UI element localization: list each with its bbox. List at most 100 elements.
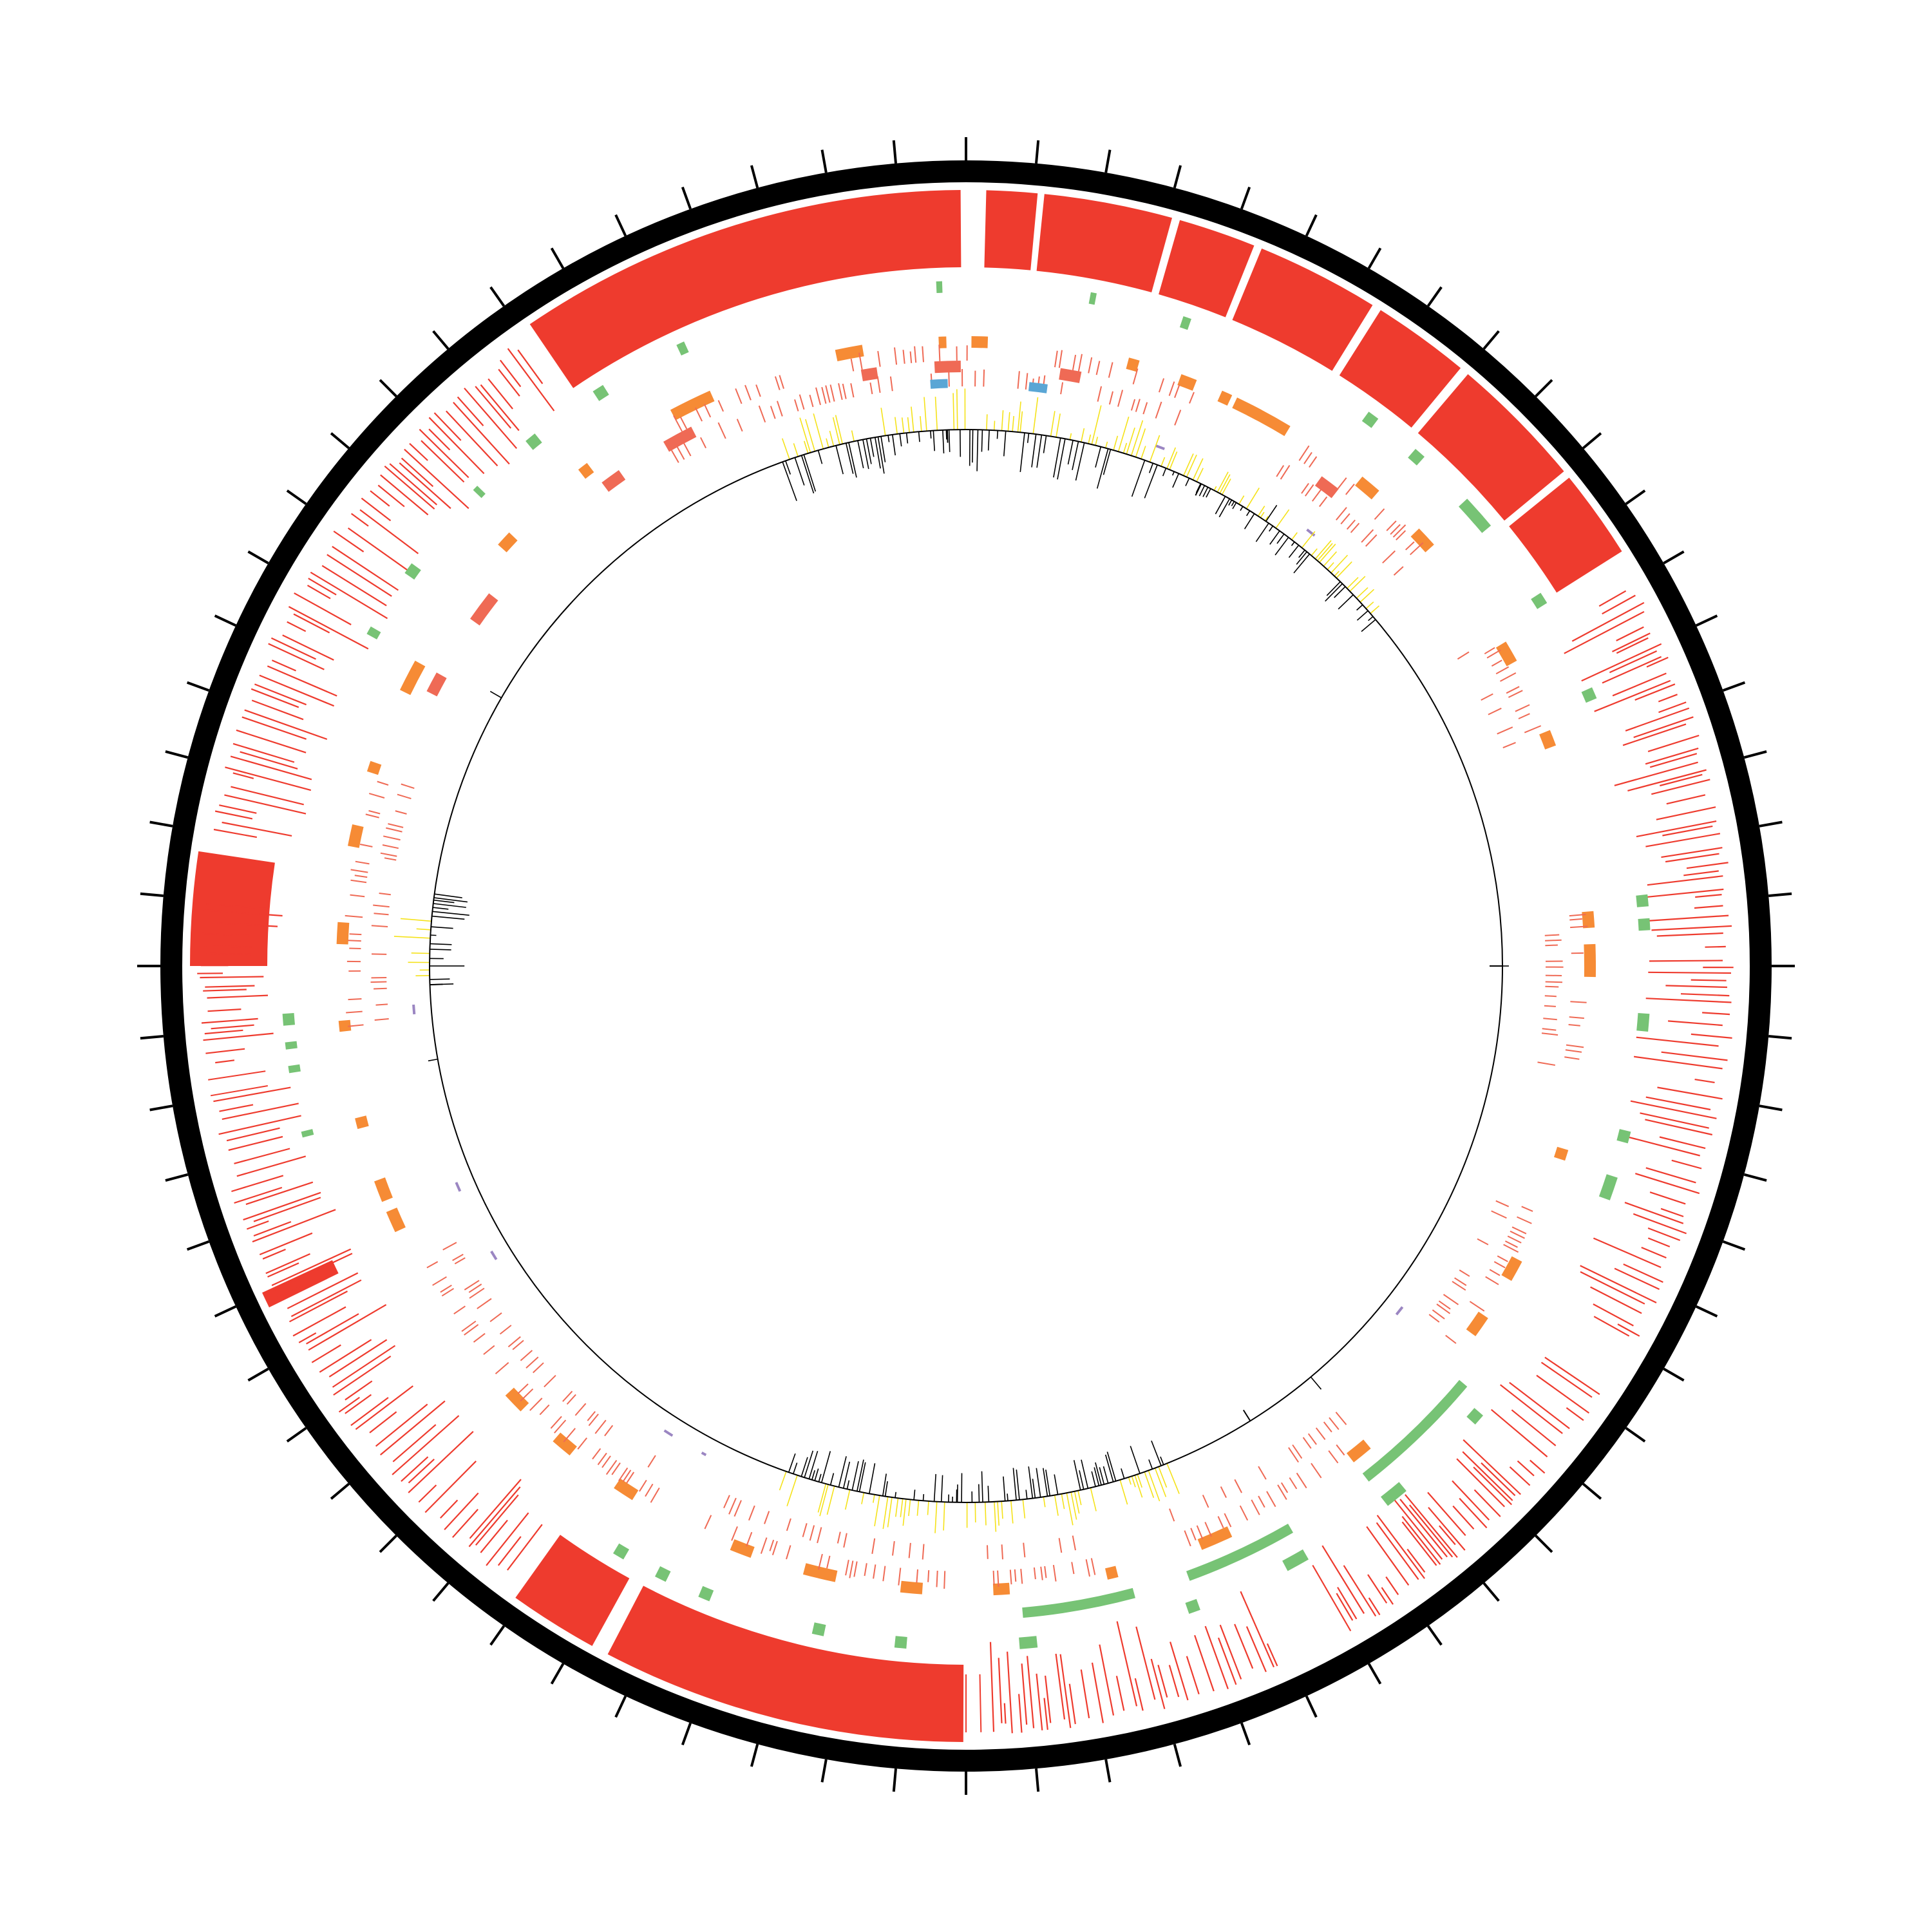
inner-cds-feature: [517, 1383, 529, 1394]
inner-cds-feature: [864, 1563, 867, 1577]
gc-skew-negative: [1025, 1490, 1028, 1499]
inner-cds-feature: [815, 387, 821, 406]
inner-cds-feature: [1545, 939, 1562, 942]
inner-cds-feature: [512, 1340, 524, 1350]
cds-feature: [451, 1508, 478, 1539]
gc-skew-negative: [1099, 1467, 1105, 1485]
inner-cds-feature: [371, 925, 388, 927]
inner-cds-feature: [1432, 1309, 1445, 1320]
gc-skew-negative: [842, 1461, 851, 1489]
repeat-feature: [1421, 1379, 1468, 1429]
inner-cds-feature: [1443, 1294, 1459, 1305]
backbone-tick: [892, 140, 897, 164]
gc-skew-positive: [895, 1498, 899, 1517]
backbone-ring: [160, 160, 1772, 1772]
gc-skew-positive: [1122, 442, 1128, 453]
cds-feature: [1337, 1587, 1358, 1620]
inner-cds-feature: [626, 1472, 635, 1484]
gc-skew-negative: [940, 1475, 943, 1502]
cds-feature: [1321, 1545, 1365, 1615]
cds-feature: [428, 417, 485, 475]
inner-cds-feature: [1454, 1277, 1467, 1286]
cds-feature: [1645, 998, 1732, 1003]
inner-cds-feature: [1174, 384, 1180, 398]
cds-feature: [1234, 1624, 1254, 1669]
cds-feature: [1660, 1208, 1684, 1218]
cds-block: [515, 1535, 630, 1646]
gc-skew-negative: [1361, 619, 1376, 632]
gc-skew-positive: [1012, 415, 1014, 432]
repeat-track: [282, 281, 1651, 1649]
gc-skew-negative: [942, 430, 945, 454]
repeat-feature: [473, 486, 486, 498]
inner-cds-feature: [499, 1325, 512, 1335]
inner-cds-feature: [794, 399, 799, 412]
cds-feature: [319, 1339, 372, 1373]
cds-feature: [998, 1658, 1003, 1723]
gc-skew-negative: [1206, 488, 1211, 498]
inner-cds-feature: [1288, 1447, 1300, 1463]
cds-feature: [262, 1248, 286, 1260]
inner-cds-feature: [1436, 1303, 1451, 1314]
backbone-tick: [1426, 286, 1443, 307]
gc-skew-positive: [997, 1501, 999, 1526]
gc-skew-positive: [861, 1492, 865, 1504]
gc-skew-positive: [1260, 511, 1265, 518]
gc-skew-negative: [1160, 1456, 1164, 1465]
cds-feature: [1043, 1698, 1048, 1730]
inner-cds-feature: [774, 376, 781, 390]
cds-feature: [1530, 1459, 1546, 1474]
cds-feature: [1204, 1625, 1229, 1689]
inner-cds-feature: [550, 1416, 562, 1429]
repeat-feature: [676, 341, 689, 355]
cds-feature: [1612, 632, 1651, 652]
inner-cds-feature: [1537, 1061, 1555, 1066]
inner-cds-feature: [837, 1531, 841, 1544]
cds-feature: [1408, 1504, 1454, 1558]
inner-cds-feature: [1302, 1437, 1312, 1449]
inner-cds-feature: [772, 1540, 778, 1556]
gc-skew-positive: [927, 1501, 929, 1515]
backbone-tick: [1482, 1582, 1500, 1602]
trna-feature: [366, 761, 382, 775]
cds-feature: [208, 1070, 266, 1081]
inner-cds-feature: [735, 388, 743, 404]
cds-feature: [1581, 643, 1662, 682]
inner-cds-feature: [1033, 1567, 1036, 1580]
cds-feature: [507, 1524, 543, 1571]
repeat-feature: [1282, 1549, 1309, 1571]
inner-cds-feature: [1361, 529, 1374, 543]
inner-cds-feature: [426, 1261, 439, 1269]
cds-feature: [293, 613, 330, 634]
inner-cds-feature: [354, 875, 368, 878]
inner-cds-feature: [1493, 1261, 1506, 1269]
trna-feature: [578, 462, 594, 479]
gc-skew-positive: [1264, 516, 1269, 521]
cds-feature: [338, 1397, 360, 1413]
cds-feature: [219, 804, 257, 814]
gc-skew-negative: [1198, 485, 1206, 497]
cds-feature: [1366, 1526, 1410, 1586]
cds-feature: [350, 513, 369, 527]
inner-cds-feature: [1289, 1477, 1298, 1490]
inner-cds-feature: [871, 1538, 876, 1554]
inner-cds-feature: [432, 1276, 447, 1286]
inner-cds-block: [426, 672, 447, 697]
trna-feature: [1126, 357, 1140, 372]
gc-skew-positive: [1314, 540, 1332, 560]
cds-feature: [1645, 1119, 1713, 1136]
cds-feature: [1656, 932, 1723, 937]
cds-feature: [1645, 1096, 1711, 1111]
gc-skew-negative: [1003, 431, 1007, 457]
cds-feature: [282, 634, 334, 661]
gc-skew-negative: [820, 1451, 831, 1483]
inner-cds-feature: [821, 386, 827, 404]
cds-feature: [308, 578, 337, 596]
cds-feature: [517, 349, 544, 384]
cds-feature: [204, 909, 283, 917]
cds-feature: [408, 1431, 474, 1493]
inner-cds-feature: [898, 1567, 902, 1586]
gc-skew-negative: [1036, 435, 1043, 468]
inner-cds-feature: [622, 1470, 632, 1482]
inner-cds-feature: [1077, 354, 1083, 372]
